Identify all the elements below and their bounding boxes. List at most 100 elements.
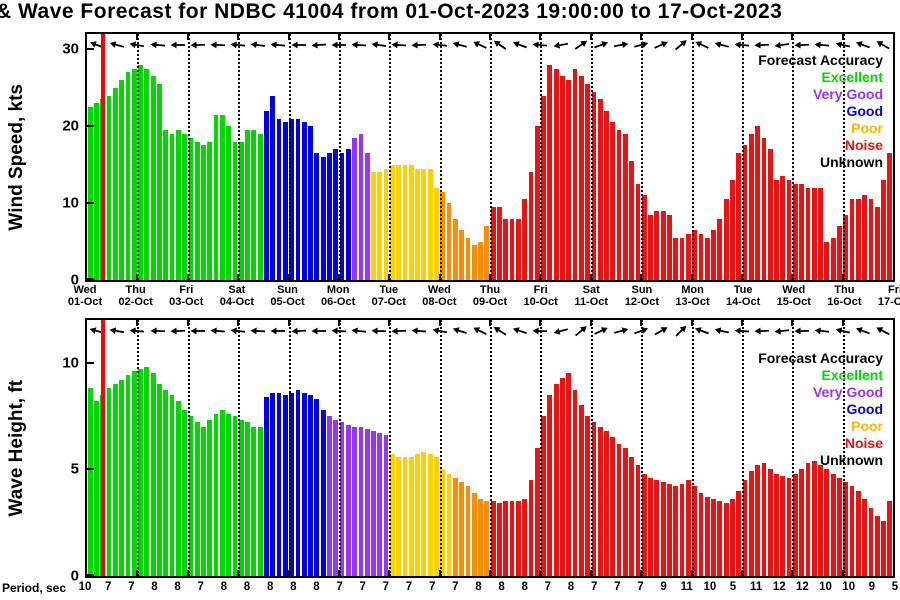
direction-arrow-icon	[673, 37, 689, 53]
period-value: 7	[428, 581, 436, 593]
wave-bar	[213, 413, 219, 576]
wind-bar	[112, 87, 118, 280]
wind-bar	[503, 218, 509, 280]
wind-bar	[622, 133, 628, 280]
wind-bar	[585, 83, 590, 280]
wave-y-axis-label-wrap: Wave Height, ft	[2, 318, 32, 578]
period-value: 11	[680, 581, 693, 593]
y-tick-mark	[87, 468, 94, 471]
wind-bar	[591, 91, 597, 280]
day-label-date: 04-Oct	[219, 296, 254, 308]
direction-arrow-icon	[653, 323, 669, 339]
wave-bar	[163, 390, 169, 576]
wave-bar	[358, 426, 364, 576]
wave-bar	[402, 456, 408, 576]
legend-entry: Very Good	[812, 384, 883, 400]
wind-bar	[723, 199, 729, 280]
direction-arrow-icon	[613, 323, 629, 339]
direction-arrow-icon	[230, 37, 246, 53]
direction-arrow-icon	[170, 323, 186, 339]
direction-arrow-icon	[774, 37, 790, 53]
period-value: 7	[614, 581, 621, 593]
wave-bar	[345, 424, 351, 576]
wave-bar	[138, 369, 143, 576]
day-gridline	[590, 34, 593, 280]
direction-arrow-icon	[331, 37, 347, 53]
wave-bar	[887, 501, 893, 576]
wave-bar	[667, 484, 672, 576]
direction-arrow-icon	[855, 37, 871, 53]
wave-bar	[471, 492, 477, 576]
wind-bar	[301, 122, 307, 280]
wave-bar	[761, 462, 767, 576]
day-label-weekday: Thu	[834, 284, 855, 296]
direction-arrow-icon	[694, 37, 710, 53]
direction-arrow-icon	[150, 37, 166, 53]
wave-bar	[497, 503, 502, 576]
wave-bar	[830, 473, 836, 576]
wave-bar	[811, 460, 817, 576]
period-value: 9	[868, 581, 876, 593]
wave-bar	[251, 426, 257, 576]
period-value: 10	[703, 581, 717, 593]
wave-bar	[503, 501, 509, 576]
day-label-date: 13-Oct	[675, 296, 710, 308]
day-gridline	[490, 34, 492, 280]
wind-bar	[308, 126, 313, 280]
wind-bar	[736, 153, 742, 280]
wind-bar	[408, 164, 414, 280]
wind-bar	[515, 218, 521, 280]
day-gridline	[842, 34, 845, 280]
wind-bar	[604, 110, 609, 280]
day-label-weekday: Thu	[125, 284, 146, 296]
wave-bar	[515, 501, 521, 576]
wave-bar	[157, 384, 162, 576]
wind-bar	[862, 195, 868, 280]
legend-entry: Poor	[851, 418, 883, 434]
wave-bar	[478, 499, 483, 576]
wind-bar	[660, 210, 666, 280]
wind-bar	[484, 226, 490, 280]
x-axis-day-labels: Wed 01-Oct Thu 02-Oct Fri 03-Oct Sat 04-Oct Sun 0…	[68, 284, 900, 314]
day-label: Fri 03-Oct	[169, 284, 203, 308]
wind-bar	[333, 149, 339, 280]
direction-arrow-icon	[532, 323, 548, 339]
day-gridline	[288, 320, 291, 576]
period-value: 7	[382, 581, 390, 593]
day-gridline	[490, 320, 492, 576]
wind-bar	[685, 233, 691, 280]
wave-bar	[415, 454, 420, 576]
wind-bar	[610, 122, 616, 280]
wind-bar	[679, 237, 685, 280]
wind-bar	[780, 176, 786, 280]
legend-entry: Noise	[844, 137, 883, 153]
wave-bar	[660, 482, 666, 576]
wind-bar	[402, 164, 408, 280]
day-label-date: 17-Oct	[877, 296, 900, 308]
wind-bar	[667, 214, 672, 280]
wave-bar	[339, 422, 345, 576]
wind-bar	[452, 218, 458, 280]
wind-bar	[471, 245, 477, 280]
wave-bar	[270, 392, 276, 576]
direction-arrow-icon	[351, 37, 367, 53]
day-label-weekday: Mon	[326, 284, 350, 296]
day-gridline	[691, 320, 694, 576]
wave-bar	[547, 394, 553, 576]
wave-bar	[257, 426, 263, 576]
wave-bar	[144, 366, 150, 576]
period-value: 12	[772, 581, 786, 593]
wave-bar	[352, 426, 357, 576]
wind-bar	[125, 72, 131, 280]
day-gridline	[439, 34, 442, 280]
day-gridline	[741, 34, 744, 280]
wind-y-axis-label: Wind Speed, kts	[6, 83, 27, 231]
wave-bar	[87, 388, 93, 576]
direction-arrow-icon	[734, 323, 750, 339]
wave-bar	[560, 377, 565, 576]
day-label-date: 08-Oct	[422, 296, 457, 308]
wind-bar	[793, 183, 798, 280]
wind-y-axis-label-wrap: Wind Speed, kts	[2, 32, 32, 282]
wind-bar	[358, 133, 364, 280]
